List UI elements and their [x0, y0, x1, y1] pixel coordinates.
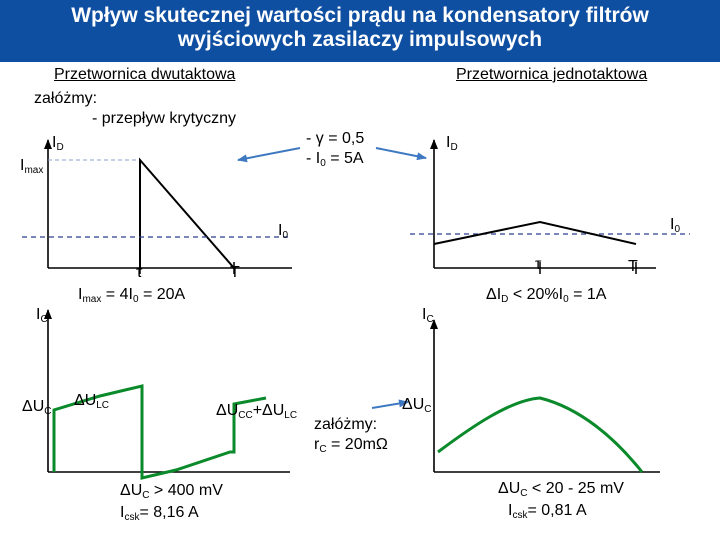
arrow-to-left-note	[237, 147, 301, 163]
left-imax-equation: Imax = 4I0 = 20A	[78, 286, 186, 305]
left-assume: załóżmy:	[34, 90, 98, 107]
left-dulc-label: ΔULC	[74, 392, 110, 411]
right-period-label: T	[628, 258, 638, 275]
middle-rc: rC = 20mΩ	[314, 436, 388, 455]
left-duc-label: ΔUC	[22, 398, 52, 417]
left-result: ΔUC > 400 mV	[120, 482, 223, 501]
right-ic-label: IC	[422, 306, 434, 325]
left-imax-label: Imax	[20, 157, 44, 176]
right-duc-label: ΔUC	[402, 396, 432, 415]
middle-i0-eq: - I0 = 5A	[306, 150, 364, 169]
right-result: ΔUC < 20 - 25 mV	[498, 480, 624, 499]
right-did-equation: ΔID < 20%I0 = 1A	[486, 286, 607, 305]
left-heading: Przetwornica dwutaktowa	[54, 66, 236, 83]
left-sum-label: ΔUCC+ΔULC	[216, 402, 298, 421]
left-ic-label: IC	[36, 306, 48, 325]
title-banner: Wpływ skutecznej wartości prądu na konde…	[0, 0, 720, 62]
left-i0-label: I0	[278, 222, 289, 241]
left-note: - przepływ krytyczny	[92, 110, 237, 127]
left-tau-label: τ	[136, 264, 143, 281]
title-line-1: Wpływ skutecznej wartości prądu na konde…	[71, 4, 649, 27]
arrow-ic-to-duc	[371, 399, 409, 409]
right-id-label: ID	[446, 134, 458, 153]
right-heading: Przetwornica jednotaktowa	[456, 66, 648, 83]
right-tau-label: τ	[535, 256, 542, 273]
left-period-label: T	[230, 264, 240, 281]
right-duc-waveform	[437, 396, 644, 473]
left-duc-waveform	[52, 384, 267, 480]
middle-gamma: - γ = 0,5	[306, 130, 365, 147]
arrow-to-right-note	[375, 147, 427, 161]
right-id-waveform	[433, 220, 637, 245]
left-id-label: ID	[52, 134, 64, 153]
middle-assume: załóżmy:	[314, 416, 378, 433]
right-icsk: Icsk= 0,81 A	[508, 502, 587, 521]
left-icsk: Icsk= 8,16 A	[120, 504, 199, 523]
title-line-2: wyjściowych zasilaczy impulsowych	[177, 28, 543, 51]
right-i0-label: I0	[670, 216, 681, 235]
left-id-waveform	[139, 157, 235, 269]
